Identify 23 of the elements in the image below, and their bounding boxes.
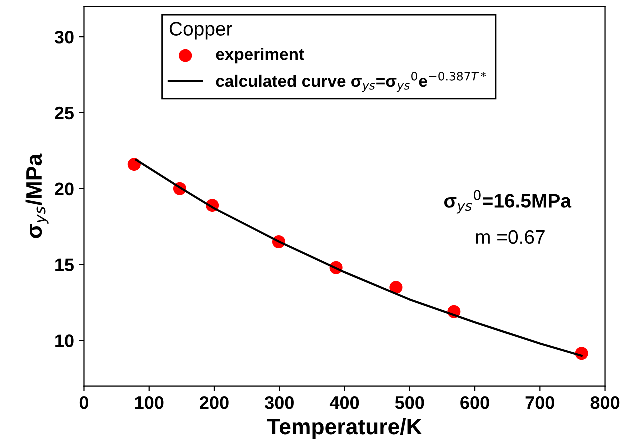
x-axis-title: Temperature/K bbox=[267, 418, 422, 440]
y-tick-label: 30 bbox=[54, 30, 74, 44]
x-tick-label: 700 bbox=[526, 396, 554, 410]
y-tick-label: 20 bbox=[55, 182, 74, 196]
x-tick-label: 400 bbox=[330, 396, 360, 410]
annotation: m =0.67 bbox=[476, 230, 545, 244]
y-axis-title: σ$_{ys}$/MPa bbox=[26, 154, 49, 238]
x-tick-label: 0 bbox=[80, 396, 89, 410]
x-tick-label: 200 bbox=[200, 396, 229, 410]
legend-title: Copper bbox=[170, 22, 232, 40]
y-tick-label: 25 bbox=[55, 106, 74, 120]
x-tick-label: 500 bbox=[395, 396, 424, 410]
legend-label: experiment bbox=[216, 48, 304, 64]
y-tick-label: 10 bbox=[56, 334, 74, 348]
x-tick-label: 600 bbox=[460, 396, 490, 410]
annotation: σ$_{ys}$$^{0}$=16.5MPa bbox=[444, 190, 572, 214]
point bbox=[128, 158, 141, 172]
legend-label: calculated curve σ$_{ys}$=σ$_{ys}$$^{0}$e$^{−0.387T*}$ bbox=[216, 72, 486, 92]
x-tick-label: 100 bbox=[135, 396, 164, 410]
x-tick-label: 300 bbox=[264, 396, 294, 410]
y-tick-label: 15 bbox=[56, 258, 74, 272]
point bbox=[390, 281, 403, 294]
x-tick-label: 800 bbox=[590, 396, 620, 410]
